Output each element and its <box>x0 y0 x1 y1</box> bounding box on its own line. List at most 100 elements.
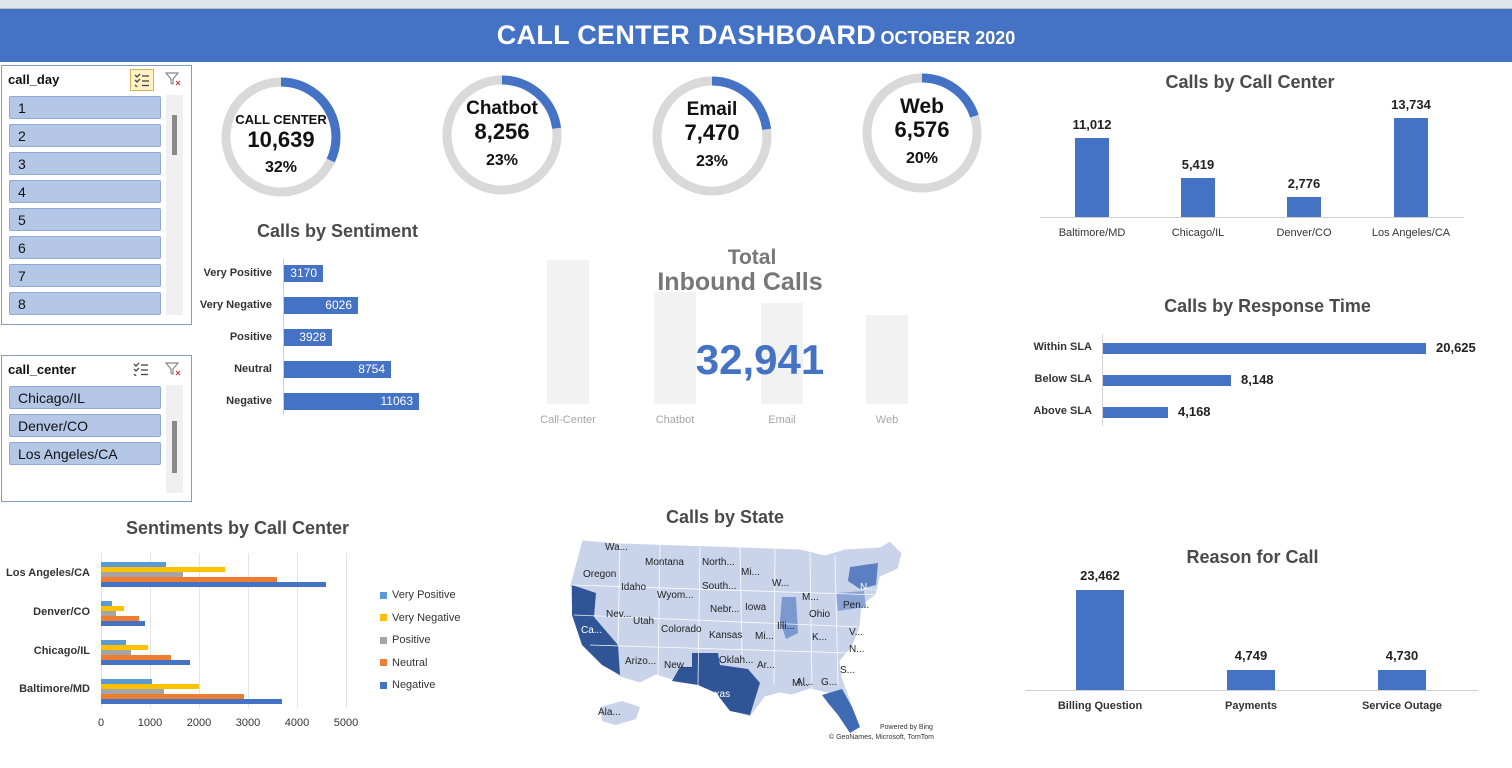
map-state-label: N... <box>860 582 876 593</box>
map-state-label: Al... <box>796 677 814 688</box>
clear-filter-icon[interactable] <box>162 69 184 89</box>
callcenter-axis <box>1040 217 1464 218</box>
sbc-bar <box>101 689 164 694</box>
sentiment-bar <box>284 361 391 378</box>
kpi-label: CALL CENTER <box>235 111 327 127</box>
map-state-label: Iowa <box>745 602 767 613</box>
slicer-item-day[interactable]: 6 <box>9 236 161 259</box>
legend-label: Positive <box>392 634 431 646</box>
kpi-value: 8,256 <box>474 119 530 144</box>
map-credit-bing: Powered by Bing <box>880 724 933 731</box>
kpi-ring-progress <box>221 77 341 197</box>
response-value-label: 4,168 <box>1178 404 1211 419</box>
reason-value-label: 4,730 <box>1385 648 1419 663</box>
sbc-bar <box>101 660 190 665</box>
sbc-bar <box>101 650 131 655</box>
callcenter-value-label: 2,776 <box>1287 176 1321 191</box>
slicer-item-day[interactable]: 3 <box>9 152 161 175</box>
sentiment-category-label: Very Negative <box>199 299 272 311</box>
slicer-item-center[interactable]: Los Angeles/CA <box>9 442 161 465</box>
reason-value-label: 4,749 <box>1234 648 1268 663</box>
multiselect-icon[interactable] <box>130 69 154 91</box>
callcenter-category-label: Denver/CO <box>1276 227 1332 239</box>
map-alaska <box>600 701 640 725</box>
map-state-label: Oregon <box>583 569 617 580</box>
clear-filter-icon[interactable] <box>162 359 184 379</box>
sbc-tick-label: 3000 <box>235 717 261 729</box>
map-state-label: Mi... <box>755 631 774 642</box>
response-value-label: 20,625 <box>1436 340 1476 355</box>
legend-label: Negative <box>392 679 436 691</box>
slicer-item-day[interactable]: 2 <box>9 124 161 147</box>
map-state-new-york <box>848 563 878 589</box>
map-state-label: Nebr... <box>710 604 740 615</box>
slicer-title: call_center <box>8 362 76 377</box>
sbc-gridline <box>248 553 249 708</box>
slicer-scroll-thumb[interactable] <box>172 115 177 155</box>
callcenter-value-label: 11,012 <box>1072 117 1112 132</box>
map-state-label: Nev... <box>606 609 632 620</box>
sbc-bar <box>101 582 326 587</box>
slicer-item-center[interactable]: Denver/CO <box>9 414 161 437</box>
sbc-legend-item: Positive <box>380 634 431 646</box>
map-state-label: Utah <box>633 616 655 627</box>
sbc-bar <box>101 645 148 650</box>
map-state-label: Idaho <box>621 582 647 593</box>
total-title-line2: Inbound Calls <box>657 268 823 296</box>
legend-label: Neutral <box>392 656 428 669</box>
slicer-item-day[interactable]: 4 <box>9 180 161 203</box>
sbc-category-label: Denver/CO <box>33 606 90 618</box>
map-credit-sources: © GeoNames, Microsoft, TomTom <box>829 734 934 741</box>
response-chart-title: Calls by Response Time <box>1164 296 1371 316</box>
reason-category-label: Billing Question <box>1057 700 1143 712</box>
map-state-label: K... <box>812 632 828 643</box>
map-state-pennsylvania <box>836 591 866 611</box>
sentiment-value-label: 11063 <box>380 394 413 408</box>
slicer-scroll-thumb[interactable] <box>172 421 177 473</box>
sentiment-bar <box>284 297 358 314</box>
kpi-ring-progress <box>652 76 772 196</box>
map-state-label: Kansas <box>709 630 743 641</box>
slicer-scrollbar[interactable] <box>166 385 183 493</box>
multiselect-icon[interactable] <box>130 359 152 379</box>
kpi-percent: 20% <box>905 150 939 167</box>
total-inbound-category: Call-Center <box>540 414 596 426</box>
total-calls-value: 32,941 <box>695 336 825 383</box>
slicer-item-day[interactable]: 8 <box>9 292 161 315</box>
sbc-bar <box>101 601 112 606</box>
kpi-percent: 32% <box>264 159 298 176</box>
slicer-item-day[interactable]: 5 <box>9 208 161 231</box>
kpi-ring <box>442 75 562 195</box>
slicer-title: call_day <box>8 72 60 87</box>
sentiment-category-label: Positive <box>229 331 272 343</box>
response-value-label: 8,148 <box>1241 372 1274 387</box>
sentiment-value-label: 8754 <box>358 362 385 376</box>
sentiment-value-label: 3928 <box>299 330 326 344</box>
kpi-value: 10,639 <box>247 127 315 152</box>
sbc-legend-item: Very Positive <box>380 589 456 601</box>
legend-swatch <box>380 636 387 644</box>
callcenter-category-label: Baltimore/MD <box>1058 227 1126 239</box>
window-top-border <box>0 0 1512 9</box>
sbc-bar <box>101 640 126 645</box>
reason-category-label: Payments <box>1225 700 1277 712</box>
sbc-bar <box>101 694 244 699</box>
map-state-california <box>572 585 620 675</box>
map-state-label: New... <box>664 660 692 671</box>
total-inbound-bar <box>547 260 589 404</box>
slicer-item-day[interactable]: 1 <box>9 96 161 119</box>
sbc-bar <box>101 684 199 689</box>
response-bar <box>1103 407 1168 418</box>
sbc-bar <box>101 616 139 621</box>
kpi-ring <box>862 73 982 193</box>
slicer-item-day[interactable]: 7 <box>9 264 161 287</box>
us-map[interactable] <box>560 535 950 745</box>
slicer-scrollbar[interactable] <box>166 95 183 315</box>
sbc-bar <box>101 655 171 660</box>
dashboard-title: CALL CENTER DASHBOARD <box>496 20 877 50</box>
callcenter-category-label: Los Angeles/CA <box>1371 227 1451 239</box>
legend-swatch <box>380 681 387 689</box>
callcenter-value-label: 13,734 <box>1391 97 1431 112</box>
sbc-bar <box>101 562 166 567</box>
slicer-item-center[interactable]: Chicago/IL <box>9 386 161 409</box>
